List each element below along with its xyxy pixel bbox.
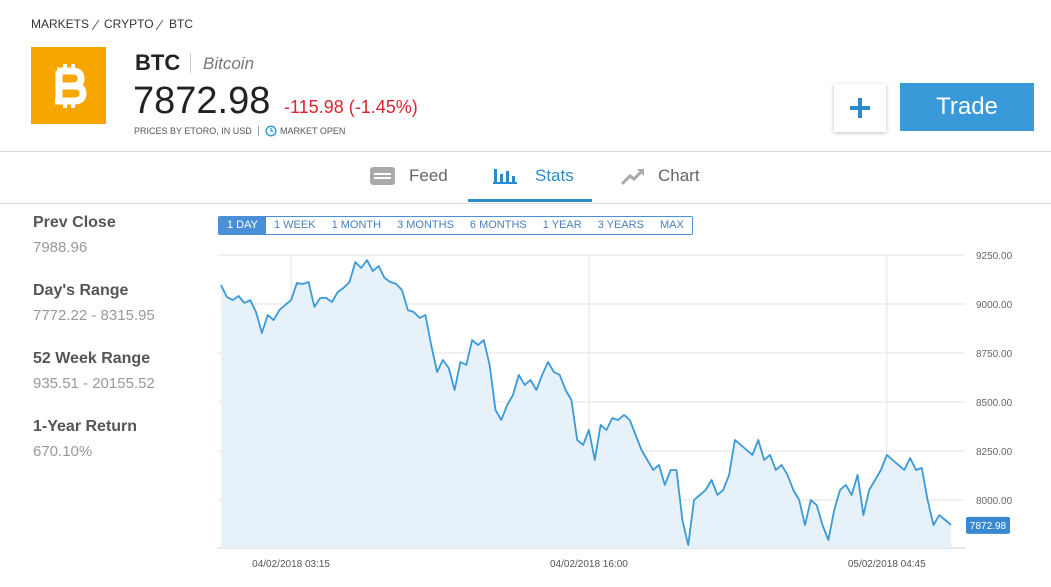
breadcrumb-item[interactable]: CRYPTO: [104, 17, 154, 31]
tab[interactable]: Chart: [658, 166, 700, 185]
range-button[interactable]: 3 YEARS: [597, 219, 644, 231]
range-button[interactable]: 1 YEAR: [542, 219, 582, 231]
y-tick-label: 9000.00: [976, 300, 1013, 311]
y-tick-label: 8250.00: [976, 447, 1013, 458]
divider: [0, 151, 1051, 152]
trade-button[interactable]: Trade: [900, 83, 1034, 131]
y-tick-label: 8000.00: [976, 496, 1013, 507]
x-tick-label: 04/02/2018 16:00: [550, 559, 628, 570]
active-tab-indicator: [468, 199, 592, 202]
price: 7872.98: [133, 80, 271, 122]
range-button[interactable]: 1 DAY: [219, 217, 266, 234]
stat-value: 935.51 - 20155.52: [33, 375, 155, 392]
price-change: -115.98 (-1.45%): [284, 97, 418, 117]
tab[interactable]: Stats: [535, 166, 574, 185]
separator: [190, 53, 191, 73]
ticker: BTC: [135, 50, 181, 75]
plus-icon: [850, 98, 870, 118]
stat-value: 7772.22 - 8315.95: [33, 307, 155, 324]
separator: [91, 19, 100, 31]
divider: [0, 203, 1051, 204]
breadcrumb-item: BTC: [169, 17, 193, 31]
range-selector: 1 DAY 1 WEEK 1 MONTH 3 MONTHS 6 MONTHS 1 YEAR…: [218, 216, 693, 235]
add-button[interactable]: [834, 84, 886, 132]
last-value-box: [966, 516, 1010, 534]
separator: [258, 126, 259, 136]
stat-label: 1-Year Return: [33, 418, 138, 435]
area: [221, 260, 951, 548]
stat-value: 670.10%: [33, 443, 93, 460]
last-value-label: 7872.98: [970, 521, 1007, 532]
asset-name: Bitcoin: [203, 54, 255, 73]
price-line: [220, 259, 952, 546]
range-button[interactable]: 3 MONTHS: [397, 219, 454, 231]
breadcrumb-item[interactable]: MARKETS: [31, 17, 90, 31]
tab[interactable]: Feed: [409, 166, 448, 185]
stat-label: Prev Close: [33, 214, 116, 231]
range-button[interactable]: 6 MONTHS: [469, 219, 527, 231]
feed-icon: [370, 167, 395, 185]
separator: [155, 19, 164, 31]
x-tick-label: 04/02/2018 03:15: [252, 559, 330, 570]
price-chart: 8000.00 8250.00 8500.00 8750.00 9000.00 9250.…: [218, 251, 1013, 570]
stat-value: 7988.96: [33, 239, 88, 256]
market-status: MARKET OPEN: [280, 126, 346, 136]
bitcoin-logo: [31, 47, 106, 124]
price-source: PRICES BY ETORO, IN USD: [134, 126, 252, 136]
x-tick-label: 05/02/2018 04:45: [848, 559, 926, 570]
stat-label: Day's Range: [33, 282, 129, 299]
clock-icon: [265, 125, 277, 137]
y-tick-label: 8750.00: [976, 349, 1013, 360]
chart-icon: [621, 168, 645, 186]
stats-icon: [493, 169, 517, 184]
range-button[interactable]: MAX: [659, 219, 684, 231]
range-button[interactable]: 1 MONTH: [331, 219, 382, 231]
y-tick-label: 9250.00: [976, 251, 1013, 262]
stat-label: 52 Week Range: [33, 350, 151, 367]
range-button[interactable]: 1 WEEK: [273, 219, 316, 231]
y-tick-label: 8500.00: [976, 398, 1013, 409]
